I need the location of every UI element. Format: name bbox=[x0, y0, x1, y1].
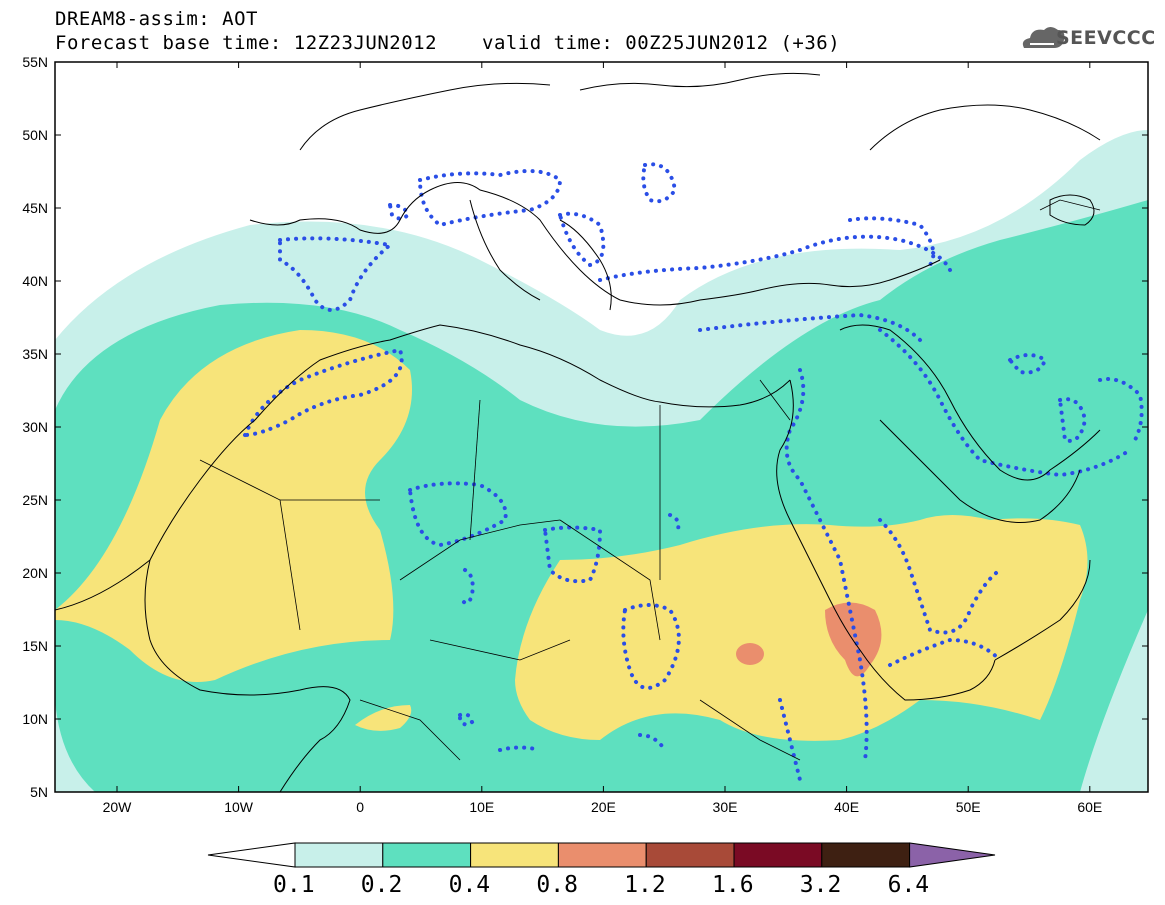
colorbar-value-label: 0.4 bbox=[448, 872, 491, 898]
logo-text: SEEVCCC bbox=[1056, 27, 1156, 49]
lat-label: 30N bbox=[22, 419, 48, 435]
map-title: DREAM8-assim: AOT bbox=[55, 8, 258, 30]
lon-label: 40E bbox=[834, 799, 859, 815]
colorbar-value-label: 1.2 bbox=[624, 872, 666, 898]
colorbar-low-arrow bbox=[207, 842, 296, 868]
forecast-base-time: Forecast base time: 12Z23JUN2012 bbox=[55, 32, 438, 54]
colorbar-value-label: 1.6 bbox=[712, 872, 754, 898]
colorbar-swatch bbox=[557, 842, 647, 868]
valid-time: valid time: 00Z25JUN2012 (+36) bbox=[482, 32, 841, 54]
colorbar-value-label: 0.1 bbox=[273, 872, 315, 898]
latitude-axis: 55N 50N 45N 40N 35N 30N 25N 20N 15N 10N 5N bbox=[22, 54, 1148, 800]
coastlines bbox=[55, 72, 1101, 792]
lat-label: 25N bbox=[22, 492, 48, 508]
lat-label: 20N bbox=[22, 565, 48, 581]
lat-label: 35N bbox=[22, 346, 48, 362]
colorbar-value-label: 3.2 bbox=[799, 872, 842, 898]
colorbar-swatch bbox=[733, 842, 823, 868]
lon-label: 10W bbox=[224, 799, 254, 815]
lat-label: 15N bbox=[22, 638, 48, 654]
colorbar-value-label: 6.4 bbox=[887, 872, 930, 898]
colorbar-swatch bbox=[645, 842, 735, 868]
lon-label: 20W bbox=[103, 799, 133, 815]
aot-shading bbox=[55, 62, 1148, 792]
longitude-axis: 20W 10W 0 10E 20E 30E 40E 50E 60E bbox=[103, 62, 1102, 815]
country-borders bbox=[199, 199, 1101, 761]
colorbar-swatch bbox=[821, 842, 911, 868]
lon-label: 50E bbox=[956, 799, 981, 815]
colorbar-swatch bbox=[294, 842, 384, 868]
cloud-logo-icon bbox=[1022, 27, 1065, 48]
colorbar-value-label: 0.2 bbox=[360, 872, 403, 898]
colorbar-swatch bbox=[470, 842, 559, 868]
lon-label: 60E bbox=[1077, 799, 1102, 815]
colorbar-value-label: 0.8 bbox=[536, 872, 578, 898]
lat-label: 45N bbox=[22, 200, 48, 216]
lon-label: 0 bbox=[356, 799, 364, 815]
lon-label: 10E bbox=[469, 799, 494, 815]
lat-label: 5N bbox=[30, 784, 48, 800]
lat-label: 40N bbox=[22, 273, 48, 289]
lat-label: 50N bbox=[22, 127, 48, 143]
lat-label: 10N bbox=[22, 711, 48, 727]
lat-label: 55N bbox=[22, 54, 48, 70]
colorbar bbox=[207, 842, 996, 868]
lon-label: 30E bbox=[713, 799, 738, 815]
colorbar-swatch bbox=[382, 842, 472, 868]
colorbar-high-arrow bbox=[909, 842, 996, 868]
lon-label: 20E bbox=[591, 799, 616, 815]
